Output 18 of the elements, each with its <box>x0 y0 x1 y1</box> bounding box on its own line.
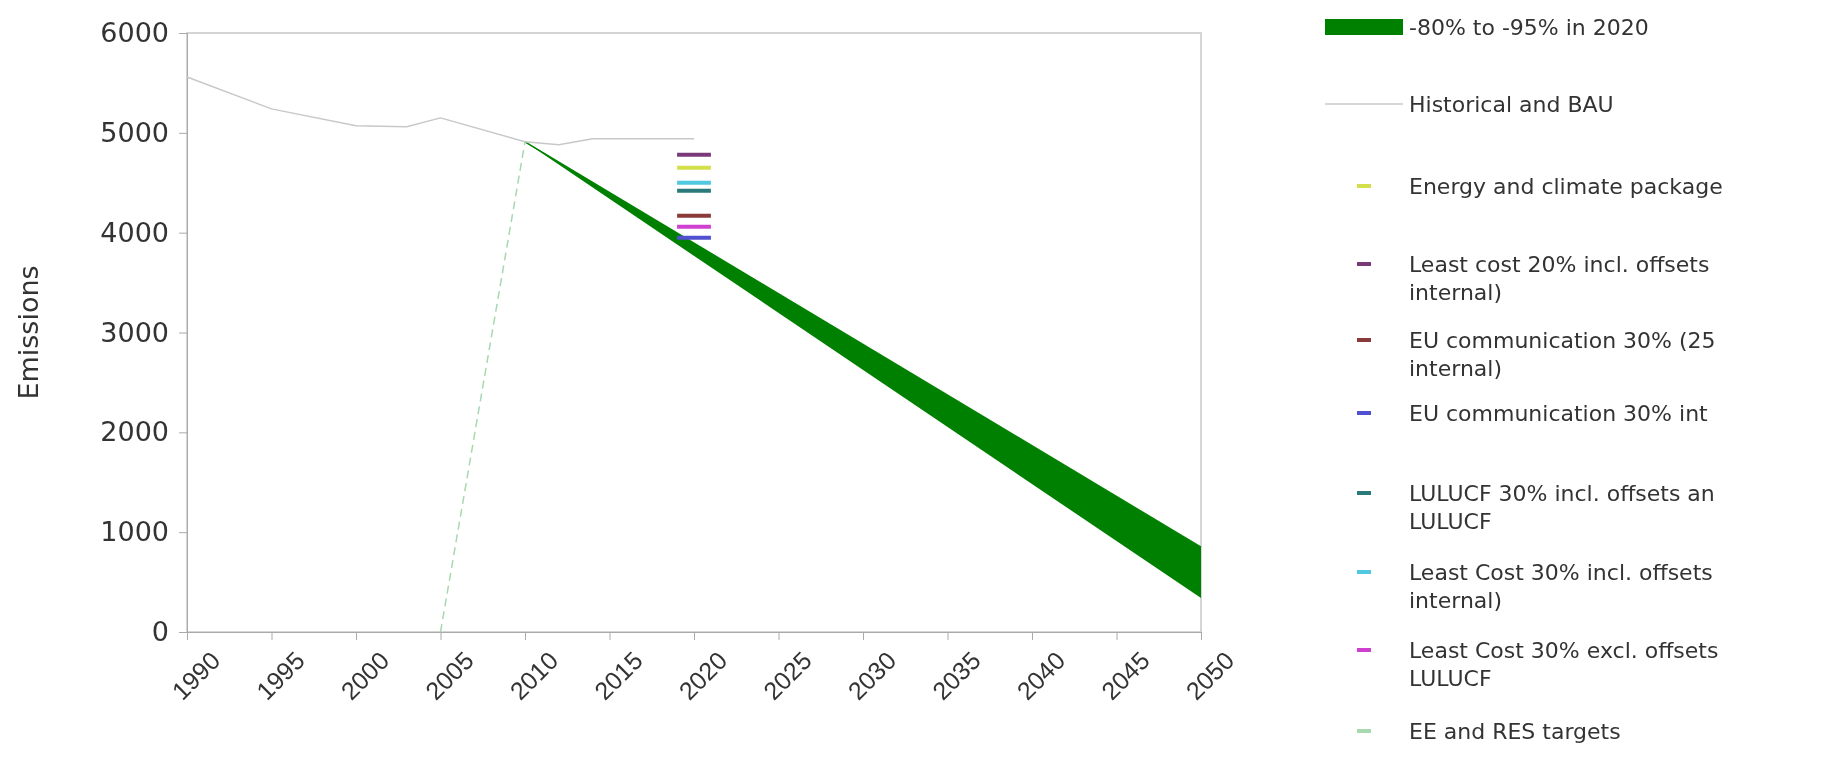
y-axis-title: Emissions <box>13 265 44 400</box>
y-tick-label: 0 <box>151 616 169 648</box>
legend-label: Energy and climate package <box>1409 173 1723 199</box>
legend-label: EU communication 30% (25 internal) <box>1409 327 1716 380</box>
y-tick-label: 1000 <box>100 516 169 548</box>
legend-label: EE and RES targets <box>1409 718 1621 744</box>
legend-label: Historical and BAU <box>1409 91 1614 117</box>
legend-label: LULUCF 30% incl. offsets an LULUCF <box>1409 480 1715 533</box>
y-tick-label: 2000 <box>100 416 169 448</box>
legend-label: Least Cost 30% incl. offsets internal) <box>1409 559 1713 612</box>
y-tick-label: 4000 <box>100 216 169 248</box>
legend-label: Least cost 20% incl. offsets internal) <box>1409 251 1710 304</box>
legend-label: Least Cost 30% excl. offsets LULUCF <box>1409 637 1719 690</box>
y-tick-label: 3000 <box>100 316 169 348</box>
y-tick-label: 5000 <box>100 116 169 148</box>
y-tick-label: 6000 <box>100 17 169 49</box>
legend-label: EU communication 30% int <box>1409 400 1709 426</box>
legend-label: -80% to -95% in 2020 <box>1409 14 1649 40</box>
